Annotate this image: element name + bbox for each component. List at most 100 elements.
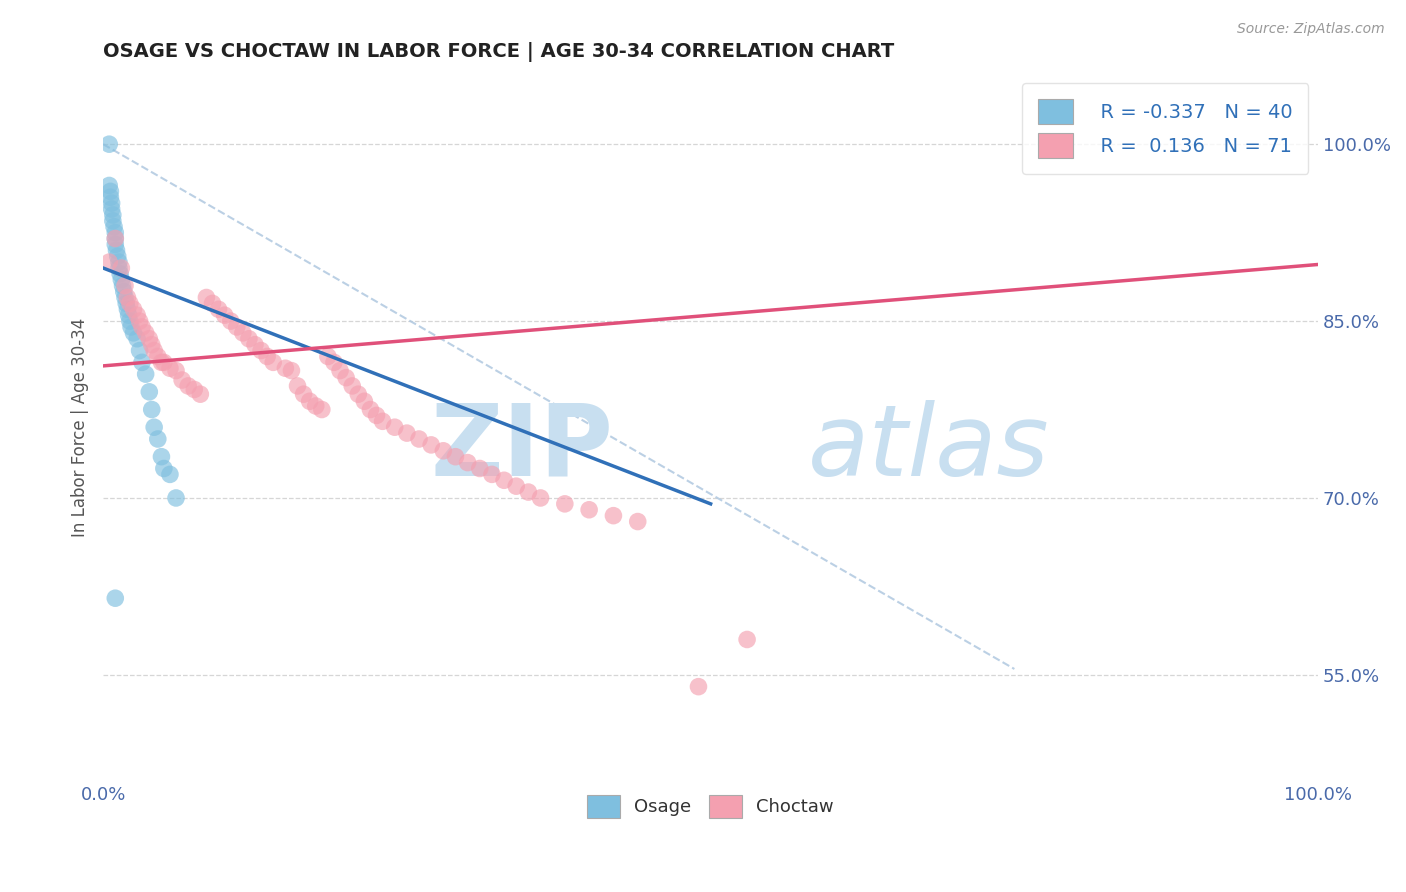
Point — [262, 355, 284, 369]
Point — [292, 387, 315, 401]
Point — [122, 302, 145, 317]
Point — [225, 320, 247, 334]
Point — [118, 314, 141, 328]
Point — [101, 214, 124, 228]
Point — [150, 355, 173, 369]
Point — [554, 497, 576, 511]
Point — [159, 361, 181, 376]
Point — [115, 296, 138, 310]
Point — [188, 387, 211, 401]
Point — [195, 291, 218, 305]
Point — [141, 337, 163, 351]
Point — [100, 185, 122, 199]
Point — [104, 231, 127, 245]
Point — [420, 438, 443, 452]
Point — [150, 450, 173, 464]
Point — [114, 291, 136, 305]
Point — [135, 326, 157, 340]
Point — [127, 308, 149, 322]
Text: Source: ZipAtlas.com: Source: ZipAtlas.com — [1237, 22, 1385, 37]
Point — [323, 355, 346, 369]
Point — [165, 491, 187, 505]
Point — [127, 332, 149, 346]
Point — [131, 320, 153, 334]
Point — [432, 443, 454, 458]
Point — [627, 515, 650, 529]
Point — [143, 420, 166, 434]
Point — [110, 260, 132, 275]
Point — [146, 350, 169, 364]
Point — [274, 361, 297, 376]
Point — [104, 231, 127, 245]
Point — [578, 502, 600, 516]
Point — [305, 399, 328, 413]
Point — [457, 456, 479, 470]
Point — [120, 320, 142, 334]
Point — [108, 260, 131, 275]
Point — [316, 350, 339, 364]
Point — [112, 285, 135, 299]
Point — [146, 432, 169, 446]
Point — [468, 461, 491, 475]
Point — [214, 308, 236, 322]
Point — [104, 226, 127, 240]
Point — [100, 202, 122, 216]
Point — [243, 337, 266, 351]
Point — [688, 680, 710, 694]
Point — [104, 237, 127, 252]
Point — [395, 426, 418, 441]
Point — [481, 467, 503, 482]
Point — [114, 278, 136, 293]
Point — [98, 137, 121, 152]
Point — [104, 591, 127, 606]
Point — [256, 350, 278, 364]
Point — [183, 383, 205, 397]
Point — [108, 255, 131, 269]
Point — [172, 373, 194, 387]
Point — [371, 414, 394, 428]
Point — [117, 308, 139, 322]
Point — [250, 343, 273, 358]
Text: atlas: atlas — [808, 400, 1049, 497]
Point — [153, 355, 176, 369]
Point — [98, 255, 121, 269]
Point — [117, 291, 139, 305]
Point — [329, 363, 352, 377]
Point — [153, 461, 176, 475]
Point — [131, 355, 153, 369]
Point — [159, 467, 181, 482]
Point — [122, 326, 145, 340]
Point — [207, 302, 229, 317]
Point — [111, 278, 134, 293]
Point — [201, 296, 224, 310]
Point — [505, 479, 527, 493]
Point — [280, 363, 302, 377]
Point — [602, 508, 624, 523]
Point — [342, 379, 364, 393]
Point — [287, 379, 309, 393]
Point — [219, 314, 242, 328]
Point — [366, 409, 388, 423]
Point — [444, 450, 467, 464]
Point — [105, 244, 128, 258]
Point — [118, 296, 141, 310]
Text: ZIP: ZIP — [430, 400, 613, 497]
Y-axis label: In Labor Force | Age 30-34: In Labor Force | Age 30-34 — [72, 318, 89, 537]
Point — [494, 473, 516, 487]
Point — [128, 314, 150, 328]
Point — [335, 370, 357, 384]
Point — [138, 384, 160, 399]
Point — [408, 432, 430, 446]
Point — [110, 273, 132, 287]
Point — [138, 332, 160, 346]
Point — [141, 402, 163, 417]
Point — [359, 402, 381, 417]
Point — [232, 326, 254, 340]
Point — [107, 249, 129, 263]
Point — [100, 196, 122, 211]
Point — [98, 178, 121, 193]
Point — [529, 491, 551, 505]
Point — [100, 190, 122, 204]
Point — [353, 394, 375, 409]
Point — [117, 302, 139, 317]
